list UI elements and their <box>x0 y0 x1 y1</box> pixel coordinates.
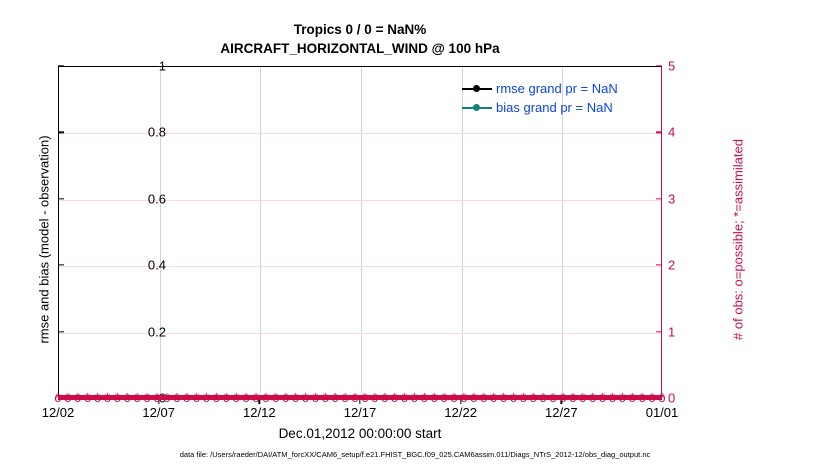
y-tick-mark-right <box>656 397 662 399</box>
y-tick-mark-left <box>58 264 64 266</box>
y-tick-mark-right <box>656 264 662 266</box>
legend-label: bias grand pr = NaN <box>496 100 613 115</box>
legend-dot-icon <box>473 85 480 92</box>
gridline-vertical <box>562 67 564 397</box>
legend-marker-icon <box>462 102 492 114</box>
y-tick-label-right: 5 <box>668 58 676 74</box>
x-tick-label: 12/12 <box>243 405 276 420</box>
y-tick-label-left: 0.2 <box>147 324 166 340</box>
x-tick-label: 12/17 <box>343 405 377 420</box>
y-tick-label-right: 2 <box>668 257 676 273</box>
y-tick-label-left: 1 <box>158 58 166 74</box>
y-tick-mark-left <box>58 198 64 200</box>
chart-subtitle: AIRCRAFT_HORIZONTAL_WIND @ 100 hPa <box>220 41 500 56</box>
y-tick-label-left: 0.8 <box>147 124 166 140</box>
plot-area <box>58 66 662 398</box>
x-tick-mark <box>359 398 361 404</box>
x-tick-mark <box>258 398 260 404</box>
gridline-horizontal <box>59 266 661 268</box>
x-tick-label: 12/02 <box>41 405 75 420</box>
y-tick-mark-right <box>656 330 662 333</box>
x-tick-label: 01/01 <box>645 405 679 420</box>
chart-title: Tropics 0 / 0 = NaN% <box>293 22 427 37</box>
y-tick-mark-right <box>656 65 662 67</box>
y-tick-label-left: 0.6 <box>147 191 166 207</box>
y-tick-mark-right <box>656 131 662 134</box>
x-tick-mark <box>460 398 462 404</box>
gridline-horizontal <box>59 133 661 135</box>
y-tick-label-right: 1 <box>668 324 676 340</box>
y-tick-mark-left <box>58 65 64 67</box>
legend-marker-icon <box>462 83 492 95</box>
gridline-horizontal <box>59 332 661 334</box>
x-tick-label: 12/22 <box>444 405 477 420</box>
gridline-vertical <box>361 67 362 397</box>
title-block: Tropics 0 / 0 = NaN% AIRCRAFT_HORIZONTAL… <box>0 20 720 58</box>
y-tick-label-right: 3 <box>668 191 676 207</box>
gridline-vertical <box>159 67 161 397</box>
legend-label: rmse grand pr = NaN <box>496 81 618 96</box>
legend: rmse grand pr = NaN bias grand pr = NaN <box>462 79 652 117</box>
y-axis-label-right: # of obs: o=possible; *=assimilated <box>730 139 746 340</box>
x-tick-mark <box>560 398 562 404</box>
legend-item[interactable]: bias grand pr = NaN <box>462 98 652 117</box>
y-tick-mark-right <box>656 198 662 200</box>
y-tick-label-left: 0 <box>158 390 166 406</box>
data-file-footer: data file: /Users/raeder/DAI/ATM_forcXX/… <box>179 450 651 459</box>
y-tick-mark-left <box>58 131 64 134</box>
y-tick-label-right: 4 <box>668 124 676 140</box>
y-axis-label-left: rmse and bias (model - observation) <box>36 135 52 344</box>
x-tick-mark <box>158 398 160 404</box>
y-tick-label-right: 0 <box>668 390 676 406</box>
gridline-vertical <box>260 67 262 397</box>
x-axis-label: Dec.01,2012 00:00:00 start <box>278 426 442 441</box>
legend-dot-icon <box>473 104 480 111</box>
gridline-horizontal <box>59 199 661 201</box>
gridline-vertical <box>461 67 463 397</box>
x-tick-label: 12/07 <box>142 405 175 420</box>
legend-item[interactable]: rmse grand pr = NaN <box>462 79 652 98</box>
y-tick-mark-left <box>58 330 64 333</box>
y-tick-label-left: 0.4 <box>147 257 166 273</box>
x-tick-label: 12/27 <box>545 405 578 420</box>
y-tick-mark-left <box>58 397 64 399</box>
